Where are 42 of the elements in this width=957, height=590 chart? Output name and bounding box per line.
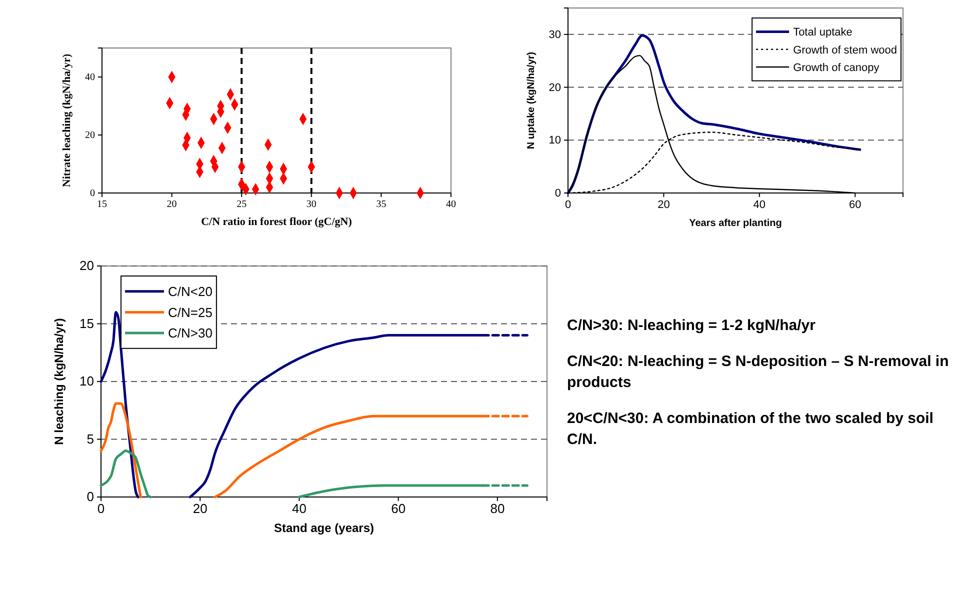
y-tick-label: 0 [554, 188, 561, 200]
legend-label: Growth of canopy [793, 62, 880, 74]
legend-label: C/N=25 [168, 304, 212, 320]
y-tick-label: 10 [548, 134, 561, 147]
x-tick-label: 60 [391, 501, 406, 516]
x-tick-label: 40 [292, 501, 306, 516]
x-tick-label: 15 [97, 199, 107, 210]
legend-label: C/N>30 [168, 326, 212, 341]
y-tick-label: 20 [80, 258, 94, 274]
y-tick-label: 20 [85, 130, 95, 142]
legend-label: C/N<20 [168, 284, 212, 299]
y-tick-label: 0 [86, 489, 94, 504]
x-tick-label: 20 [166, 199, 177, 210]
y-tick-label: 30 [548, 28, 561, 41]
x-tick-label: 25 [236, 199, 247, 210]
y-tick-label: 0 [90, 188, 95, 200]
y-axis-title: Nitrate leaching (kgN/ha/yr) [61, 54, 73, 188]
y-axis-title: N uptake (kgN/ha/yr) [526, 52, 537, 150]
x-axis-title: C/N ratio in forest floor (gC/gN) [201, 216, 352, 228]
y-tick-label: 20 [548, 82, 561, 94]
y-axis-title: N leaching (kgN/ha/yr) [52, 318, 66, 445]
x-tick-label: 60 [849, 198, 862, 211]
y-tick-label: 15 [80, 316, 94, 331]
x-tick-label: 20 [658, 198, 670, 211]
y-tick-label: 5 [86, 431, 94, 446]
y-tick-label: 40 [85, 72, 95, 84]
legend-label: Growth of stem wood [793, 44, 897, 56]
x-tick-label: 40 [753, 198, 766, 211]
x-tick-label: 30 [306, 199, 316, 210]
x-tick-label: 0 [564, 198, 572, 211]
x-tick-label: 20 [192, 501, 208, 516]
y-tick-label: 10 [80, 374, 94, 389]
text: 20<C/N<30: A combination of the two scaled by soil C/N. [567, 410, 934, 448]
x-tick-label: 40 [446, 199, 456, 210]
legend-label: Total uptake [793, 26, 852, 39]
x-tick-label: 0 [97, 501, 105, 516]
x-tick-label: 80 [490, 501, 505, 516]
text: C/N>30: N-leaching = 1-2 kgN/ha/yr [567, 317, 816, 334]
x-axis-title: Stand age (years) [274, 521, 374, 535]
x-axis-title: Years after planting [689, 218, 782, 229]
x-tick-label: 35 [376, 199, 386, 210]
text: C/N<20: N-leaching = S N-deposition – S N-removal in products [567, 353, 949, 391]
